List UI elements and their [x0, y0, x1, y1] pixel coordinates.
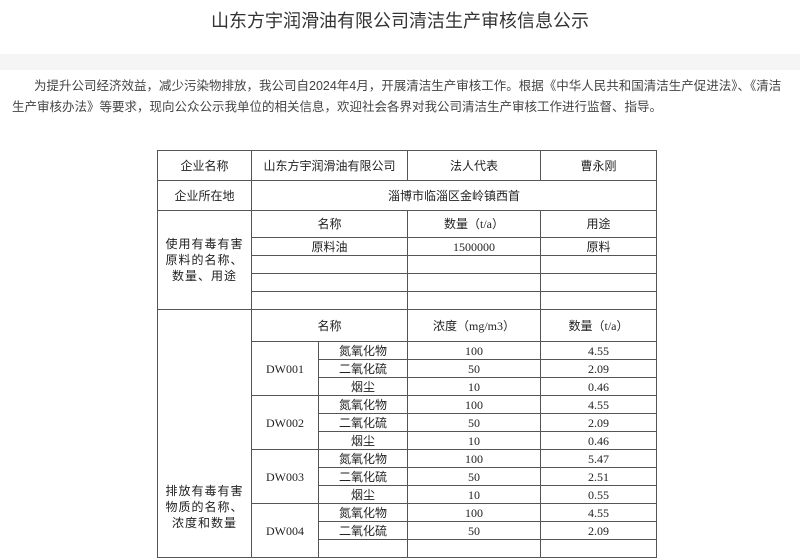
pollutant-name: 烟尘 — [317, 485, 409, 504]
emissions-header-qty: 数量（t/a） — [540, 309, 658, 342]
pollutant-quantity: 2.09 — [540, 413, 658, 432]
company-name: 山东方宇润滑油有限公司 — [250, 150, 409, 181]
material-use: 原料 — [540, 237, 658, 256]
pollutant-concentration: 50 — [407, 359, 542, 378]
outlet-code: DW001 — [251, 341, 319, 396]
pollutant-quantity: 2.09 — [540, 521, 658, 540]
pollutant-name: 二氧化硫 — [317, 413, 409, 432]
table-row: 二氧化硫 50 2.51 — [158, 467, 658, 486]
pollutant-name: 氮氧化物 — [317, 503, 409, 522]
pollutant-quantity: 2.51 — [540, 467, 658, 486]
material-use — [540, 291, 658, 310]
pollutant-concentration: 100 — [407, 449, 542, 468]
materials-header-use: 用途 — [540, 210, 658, 238]
table-row: 排放有毒有害物质的名称、浓度和数量 名称 浓度（mg/m3） 数量（t/a） — [157, 309, 658, 558]
table-row: 二氧化硫 50 2.09 — [158, 521, 658, 540]
pollutant-concentration: 50 — [407, 413, 542, 432]
material-qty — [407, 255, 542, 274]
table-row: 烟尘 10 0.46 — [158, 377, 658, 396]
material-name — [250, 255, 409, 274]
intro-paragraph: 为提升公司经济效益，减少污染物排放，我公司自2024年4月，开展清洁生产审核工作… — [12, 79, 782, 114]
table-row — [158, 273, 658, 292]
table-row: DW004 氮氧化物 100 4.55 — [158, 503, 658, 558]
outlet-code: DW003 — [251, 449, 319, 504]
pollutant-quantity: 5.47 — [540, 449, 658, 468]
pollutant-concentration: 10 — [407, 431, 542, 450]
outlet-code: DW004 — [251, 503, 319, 558]
emissions-label: 排放有毒有害物质的名称、浓度和数量 — [157, 309, 252, 558]
divider-band — [0, 54, 800, 70]
material-name — [250, 291, 409, 310]
materials-header-name: 名称 — [250, 210, 409, 238]
pollutant-concentration: 50 — [407, 467, 542, 486]
pollutant-name: 烟尘 — [317, 431, 409, 450]
pollutant-quantity: 4.55 — [540, 395, 658, 414]
pollutant-concentration: 100 — [407, 341, 542, 360]
pollutant-concentration: 10 — [407, 377, 542, 396]
pollutant-concentration: 100 — [407, 395, 542, 414]
material-qty — [407, 291, 542, 310]
pollutant-name: 氮氧化物 — [317, 395, 409, 414]
material-name: 原料油 — [250, 237, 409, 256]
pollutant-name: 二氧化硫 — [317, 467, 409, 486]
material-qty: 1500000 — [407, 237, 542, 256]
pollutant-concentration: 100 — [407, 503, 542, 522]
info-table: 企业名称 山东方宇润滑油有限公司 法人代表 曹永刚 企业所在地 淄博市临淄区金岭… — [157, 150, 658, 558]
pollutant-name: 氮氧化物 — [317, 341, 409, 360]
pollutant-name — [317, 539, 409, 558]
materials-header-qty: 数量（t/a） — [407, 210, 542, 238]
table-row: 烟尘 10 0.55 — [158, 485, 658, 504]
pollutant-quantity — [540, 539, 658, 558]
emissions-header-name: 名称 — [250, 309, 409, 342]
pollutant-concentration: 10 — [407, 485, 542, 504]
pollutant-quantity: 2.09 — [540, 359, 658, 378]
table-row: DW001 氮氧化物 100 4.55 — [158, 341, 658, 396]
table-row: 企业名称 山东方宇润滑油有限公司 法人代表 曹永刚 — [157, 150, 658, 181]
pollutant-quantity: 4.55 — [540, 503, 658, 522]
material-name — [250, 273, 409, 292]
outlet-code: DW002 — [251, 395, 319, 450]
material-use — [540, 255, 658, 274]
table-row: 二氧化硫 50 2.09 — [158, 359, 658, 378]
table-row: 使用有毒有害原料的名称、数量、用途 名称 数量（t/a） 用途 — [157, 210, 658, 310]
pollutant-name: 二氧化硫 — [317, 359, 409, 378]
legal-rep: 曹永刚 — [540, 150, 658, 181]
pollutant-concentration — [407, 539, 542, 558]
pollutant-quantity: 4.55 — [540, 341, 658, 360]
pollutant-concentration: 50 — [407, 521, 542, 540]
material-qty — [407, 273, 542, 292]
location: 淄博市临淄区金岭镇西首 — [250, 180, 658, 211]
legal-rep-label: 法人代表 — [407, 150, 542, 181]
company-name-label: 企业名称 — [157, 150, 252, 181]
pollutant-quantity: 0.46 — [540, 431, 658, 450]
table-row: DW002 氮氧化物 100 4.55 — [158, 395, 658, 450]
table-row: 企业所在地 淄博市临淄区金岭镇西首 — [157, 180, 658, 211]
emissions-header-conc: 浓度（mg/m3） — [407, 309, 542, 342]
pollutant-name: 二氧化硫 — [317, 521, 409, 540]
table-row: 烟尘 10 0.46 — [158, 431, 658, 450]
pollutant-name: 烟尘 — [317, 377, 409, 396]
material-use — [540, 273, 658, 292]
materials-label: 使用有毒有害原料的名称、数量、用途 — [157, 210, 252, 310]
table-row — [158, 255, 658, 274]
pollutant-quantity: 0.55 — [540, 485, 658, 504]
page-title: 山东方宇润滑油有限公司清洁生产审核信息公示 — [211, 11, 589, 31]
pollutant-name: 氮氧化物 — [317, 449, 409, 468]
location-label: 企业所在地 — [157, 180, 252, 211]
pollutant-quantity: 0.46 — [540, 377, 658, 396]
